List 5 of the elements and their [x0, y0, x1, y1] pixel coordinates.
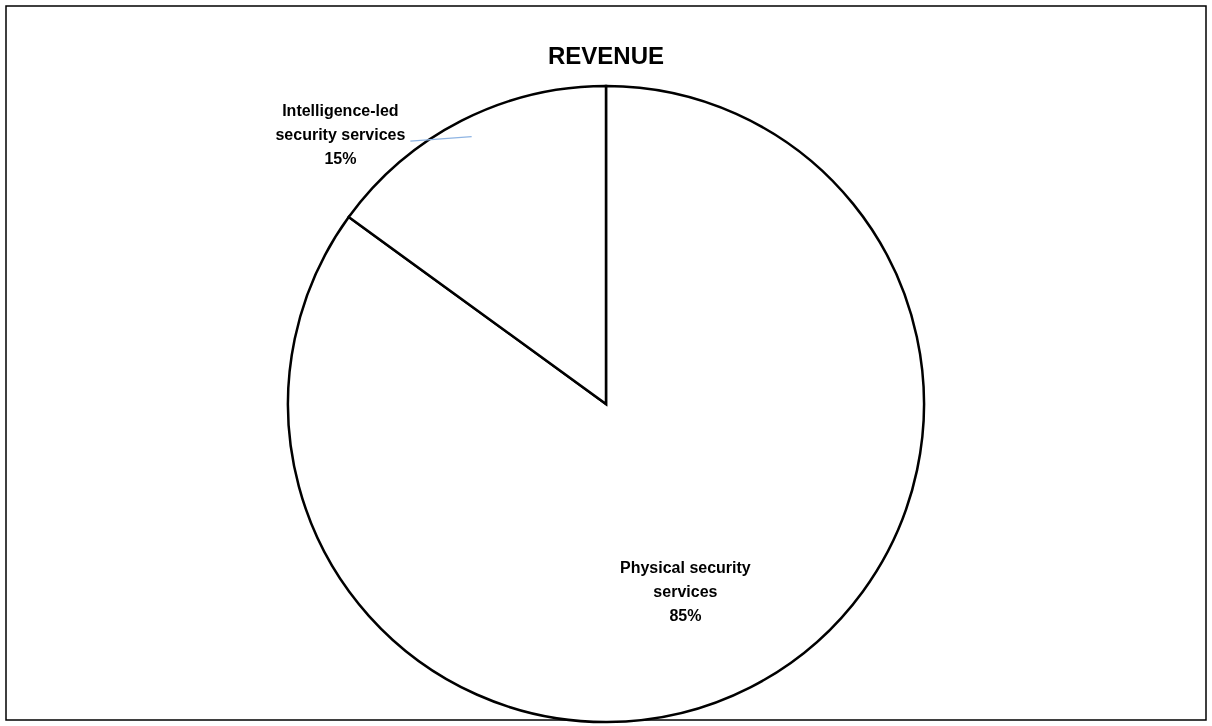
chart-title: REVENUE [547, 42, 665, 69]
data-label: 85% [669, 606, 702, 624]
slice-label: Intelligence-led security services [275, 102, 406, 144]
data-label: 15% [324, 150, 357, 168]
slice-label: Physical security services [620, 558, 751, 600]
